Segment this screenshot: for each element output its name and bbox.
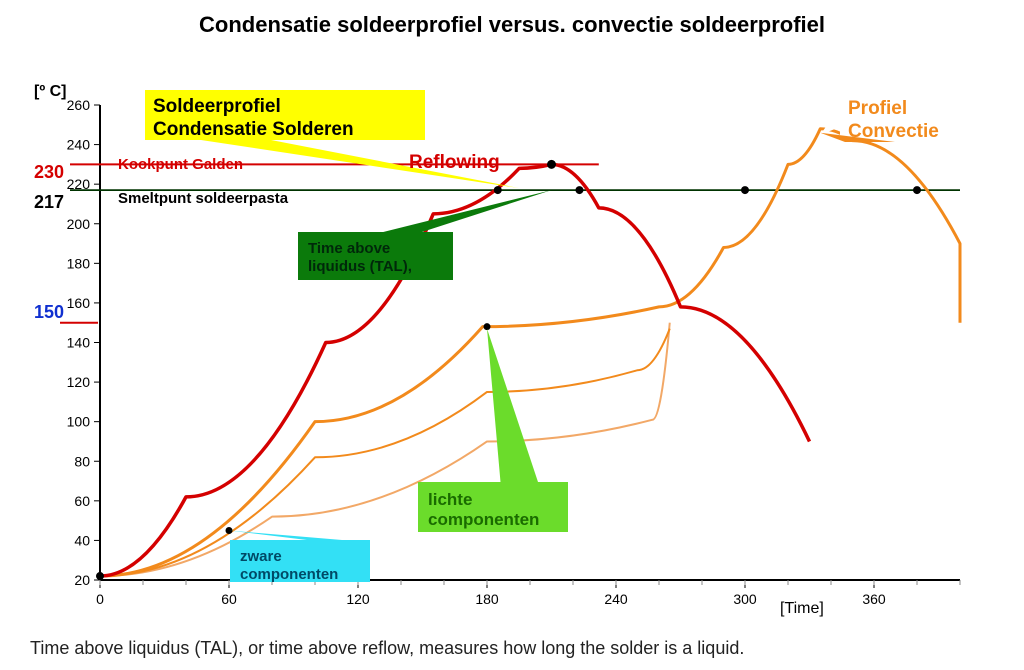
yellow-line2: Condensatie Solderen — [153, 119, 425, 142]
svg-text:260: 260 — [67, 97, 91, 113]
heavy-callout: zware componenten — [236, 546, 372, 586]
svg-text:180: 180 — [475, 591, 499, 607]
svg-text:120: 120 — [67, 374, 91, 390]
svg-text:240: 240 — [67, 137, 91, 153]
svg-text:360: 360 — [862, 591, 886, 607]
yellow-line1: Soldeerprofiel — [153, 96, 425, 119]
svg-text:80: 80 — [74, 453, 90, 469]
heavy-line2: componenten — [240, 566, 368, 584]
conv-line1: Profiel — [848, 98, 970, 121]
ref-217-label: 217 — [34, 192, 64, 213]
svg-text:200: 200 — [67, 216, 91, 232]
svg-text:240: 240 — [604, 591, 628, 607]
svg-text:20: 20 — [74, 572, 90, 588]
light-callout: lichte componenten — [424, 488, 570, 533]
svg-text:100: 100 — [67, 414, 91, 430]
light-line2: componenten — [428, 510, 566, 530]
svg-text:60: 60 — [221, 591, 237, 607]
ref-230-label: 230 — [34, 162, 64, 183]
svg-text:0: 0 — [96, 591, 104, 607]
yellow-callout: Soldeerprofiel Condensatie Solderen — [149, 94, 429, 144]
svg-text:120: 120 — [346, 591, 370, 607]
tal-callout: Time above liquidus (TAL), — [304, 238, 455, 278]
ref-150-label: 150 — [34, 302, 64, 323]
heavy-line1: zware — [240, 548, 368, 566]
svg-text:40: 40 — [74, 532, 90, 548]
galden-text: Kookpunt Galden — [118, 156, 243, 173]
reflowing-label: Reflowing — [405, 150, 504, 177]
y-axis-label: [º C] — [34, 83, 67, 101]
convection-callout: Profiel Convectie — [844, 96, 974, 146]
svg-text:160: 160 — [67, 295, 91, 311]
tal-line1: Time above — [308, 240, 451, 258]
tal-line2: liquidus (TAL), — [308, 258, 451, 276]
conv-line2: Convectie — [848, 121, 970, 144]
solderpaste-text: Smeltpunt soldeerpasta — [118, 190, 288, 207]
x-axis-label: [Time] — [780, 600, 824, 618]
svg-text:140: 140 — [67, 335, 91, 351]
svg-text:300: 300 — [733, 591, 757, 607]
caption-text: Time above liquidus (TAL), or time above… — [30, 638, 744, 659]
svg-text:180: 180 — [67, 255, 91, 271]
light-line1: lichte — [428, 490, 566, 510]
svg-text:60: 60 — [74, 493, 90, 509]
